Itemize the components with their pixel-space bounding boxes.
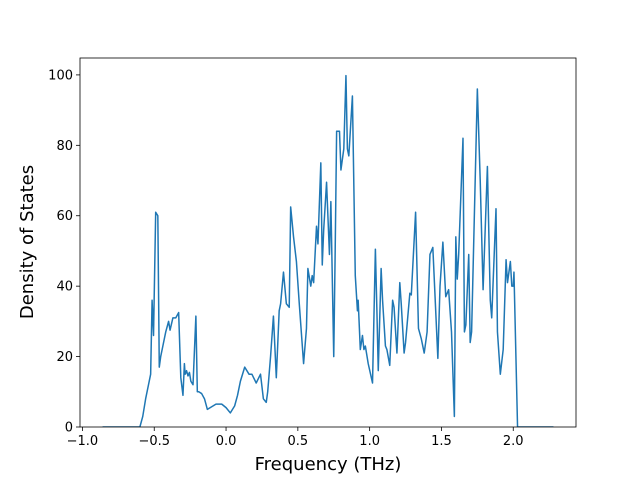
y-tick-label: 0 xyxy=(65,421,73,436)
x-tick-label: 0.5 xyxy=(287,434,308,449)
y-tick-label: 80 xyxy=(56,139,73,154)
line-series xyxy=(102,74,554,427)
y-tick-label: 20 xyxy=(56,350,73,365)
y-tick-label: 60 xyxy=(56,209,73,224)
y-tick-label: 100 xyxy=(48,68,73,83)
plot-frame xyxy=(79,57,577,428)
x-tick-label: −1.0 xyxy=(67,434,99,449)
y-tick-label: 40 xyxy=(56,280,73,295)
x-tick-label: 2.0 xyxy=(503,434,524,449)
x-tick-label: 1.5 xyxy=(431,434,452,449)
x-axis-label: Frequency (THz) xyxy=(255,454,402,475)
y-axis-label: Density of States xyxy=(17,165,38,319)
x-tick-label: 0.0 xyxy=(216,434,237,449)
x-tick-label: −0.5 xyxy=(138,434,170,449)
x-tick-label: 1.0 xyxy=(359,434,380,449)
